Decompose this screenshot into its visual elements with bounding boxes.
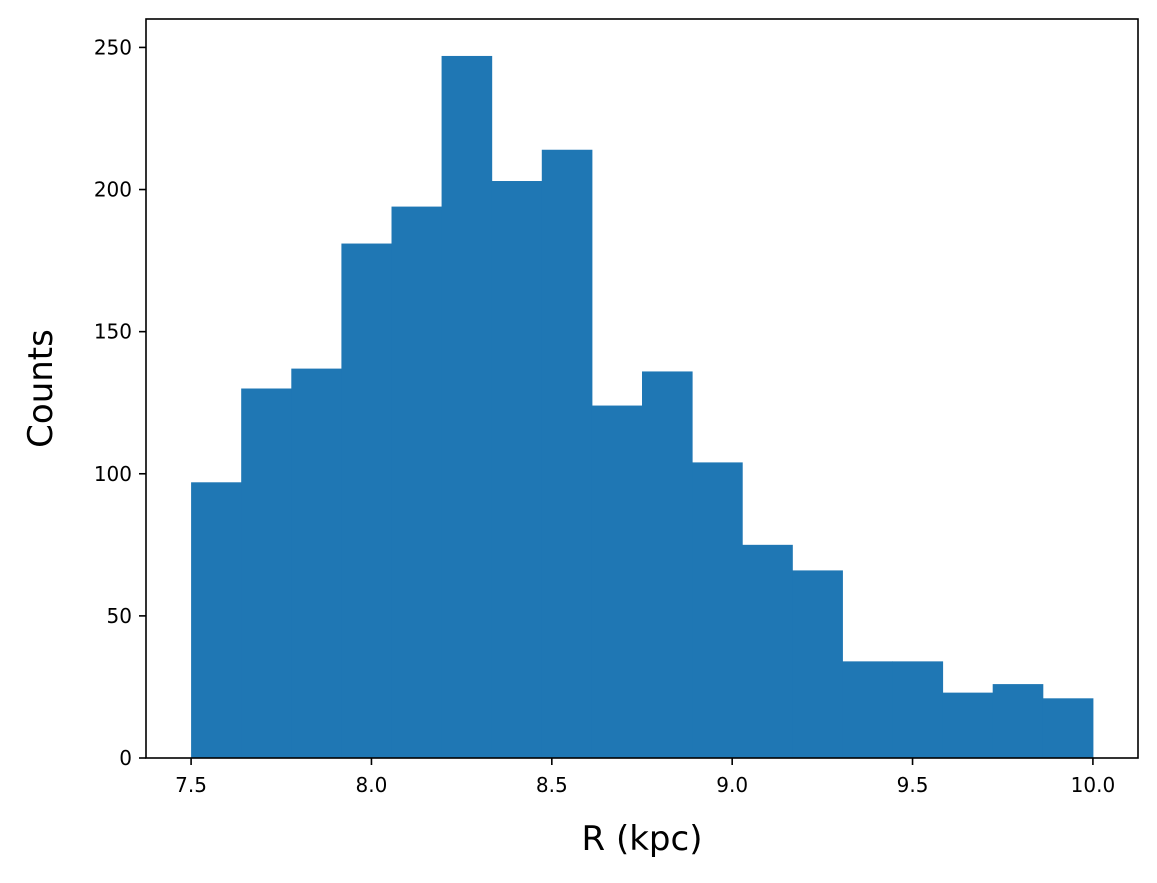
histogram-bar	[942, 692, 994, 758]
histogram-bar	[1042, 698, 1094, 758]
histogram-bar	[742, 544, 793, 758]
histogram-bar	[792, 570, 843, 758]
histogram-bar	[491, 181, 543, 758]
x-axis-label: R (kpc)	[582, 819, 703, 859]
y-tick-label: 200	[94, 178, 132, 202]
plot-frame	[145, 18, 1139, 759]
bars-layer	[191, 55, 1094, 759]
histogram-bar	[541, 149, 593, 758]
y-tick-label: 50	[107, 604, 132, 628]
x-tick-label: 8.0	[356, 773, 388, 797]
histogram-bar	[341, 243, 393, 759]
y-tick-label: 250	[94, 35, 132, 59]
histogram-bar	[441, 55, 493, 758]
histogram-bar	[591, 405, 643, 758]
x-tick-label: 10.0	[1071, 773, 1116, 797]
histogram-bar	[241, 388, 292, 758]
x-tick-label: 9.5	[897, 773, 929, 797]
y-axis-label: Counts	[21, 329, 61, 448]
x-tick-label: 9.0	[716, 773, 748, 797]
x-tick-label: 8.5	[536, 773, 568, 797]
histogram-bar	[642, 371, 693, 758]
x-axis: 7.5 8.0 8.5 9.0 9.5 10.0	[175, 758, 1115, 797]
y-tick-label: 100	[94, 462, 132, 486]
histogram-bar	[992, 684, 1044, 758]
histogram-bar	[692, 462, 743, 758]
histogram-bar	[842, 661, 893, 758]
histogram-bar	[191, 482, 242, 758]
histogram-bar	[391, 206, 443, 759]
histogram-bar	[892, 661, 944, 758]
histogram-bar	[291, 368, 342, 758]
y-tick-label: 150	[94, 320, 132, 344]
x-tick-label: 7.5	[175, 773, 207, 797]
y-tick-label: 0	[119, 746, 132, 770]
y-axis: 0 50 100 150 200 250	[94, 35, 146, 770]
